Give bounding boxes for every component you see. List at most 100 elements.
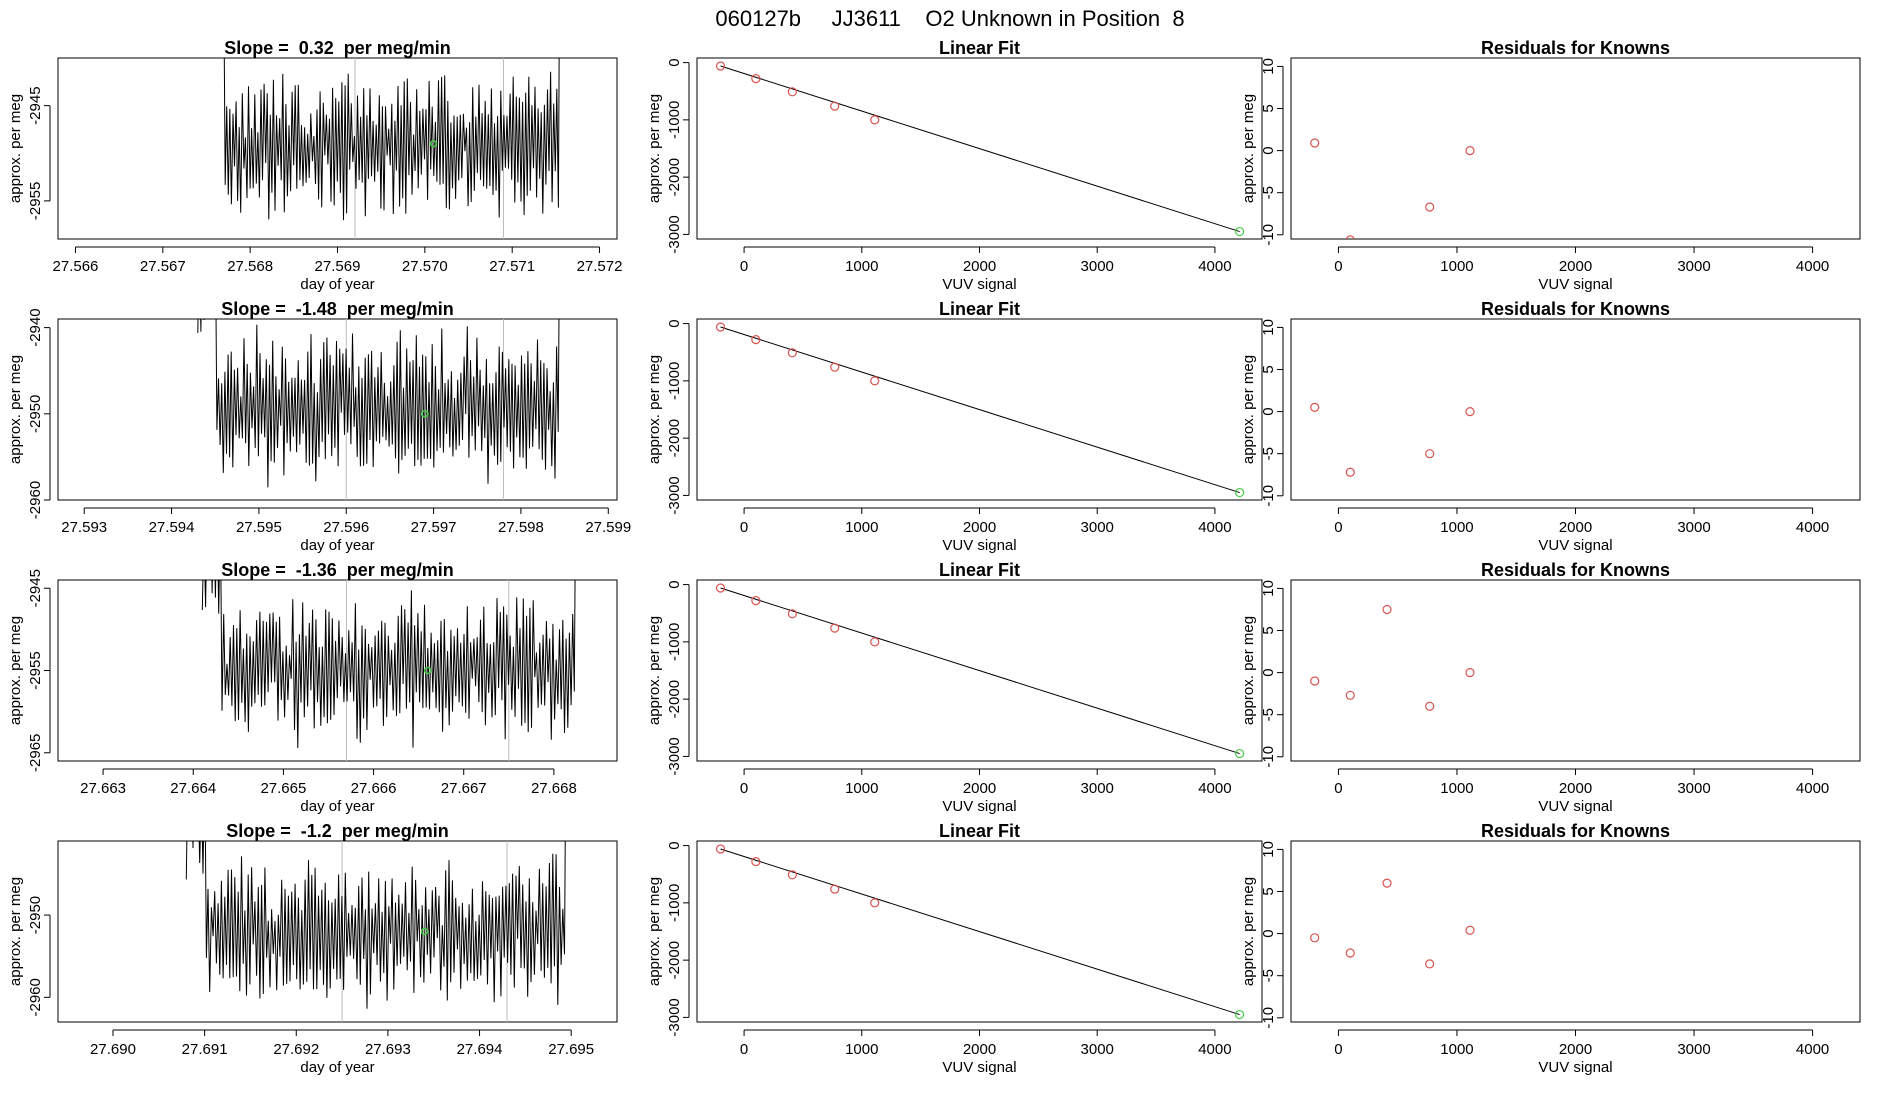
y-tick-label: 0: [666, 841, 683, 849]
x-axis-label: day of year: [300, 276, 374, 293]
unknown-point: [429, 139, 438, 148]
data-point: [1382, 604, 1392, 615]
plot-area: [715, 322, 1245, 498]
y-tick-label: -1000: [666, 362, 683, 400]
data-point: [1425, 202, 1435, 212]
x-tick-label: 3000: [1677, 519, 1710, 536]
x-axis-label: VUV signal: [942, 798, 1016, 815]
fit-line: [720, 326, 1240, 494]
plot-frame: [57, 840, 618, 1023]
data-point: [870, 376, 880, 386]
x-tick-label: 3000: [1677, 780, 1710, 797]
panel-r3c3: Residuals for Knowns 0 1000 2000 3000 4000 VUV…: [1240, 560, 1861, 815]
plot-frame: [696, 57, 1263, 240]
y-tick-label: -2945: [27, 569, 44, 607]
x-tick-label: 3000: [1081, 519, 1114, 536]
signal-trace: [201, 580, 576, 749]
plot-frame: [57, 579, 618, 762]
plot-area: [197, 319, 560, 500]
figure-title: 060127b JJ3611 O2 Unknown in Position 8: [715, 6, 1184, 31]
x-axis-label: day of year: [300, 537, 374, 554]
y-tick-label: -2000: [666, 941, 683, 979]
x-tick-label: 27.594: [149, 519, 195, 536]
data-point: [1465, 407, 1475, 417]
signal-trace: [197, 319, 560, 488]
panel-r1c3: Residuals for Knowns 0 1000 2000 3000 4000 VUV…: [1240, 38, 1861, 293]
panel-r1c1: Slope = 0.32 per meg/min 27.566 27.567 27.5…: [7, 38, 622, 293]
x-tick-label: 0: [740, 519, 748, 536]
panel-title: Linear Fit: [939, 38, 1020, 58]
x-axis-label: VUV signal: [1538, 276, 1612, 293]
y-tick-label: 0: [666, 580, 683, 588]
x-tick-label: 1000: [845, 258, 878, 275]
panel-r1c2: Linear Fit 0 1000 2000 3000 4000 VUV signal 0 -1…: [646, 38, 1263, 293]
data-point: [870, 898, 880, 908]
panel-r4c2: Linear Fit 0 1000 2000 3000 4000 VUV signal 0 -1…: [646, 821, 1263, 1076]
x-axis-label: VUV signal: [1538, 798, 1612, 815]
data-point: [751, 857, 761, 867]
plot-frame: [696, 318, 1263, 501]
x-tick-label: 27.690: [90, 1041, 136, 1058]
plot-frame: [1290, 579, 1861, 762]
plot-area: [1310, 878, 1475, 969]
y-tick-label: -1000: [666, 101, 683, 139]
plot-frame: [1290, 840, 1861, 1023]
y-tick-label: -10: [1260, 224, 1277, 246]
y-tick-label: 0: [1260, 146, 1277, 154]
y-tick-label: 0: [1260, 929, 1277, 937]
x-tick-label: 27.691: [182, 1041, 228, 1058]
x-tick-label: 27.599: [585, 519, 631, 536]
y-axis-label: approx. per meg: [1240, 355, 1257, 464]
unknown-point: [421, 410, 429, 418]
data-point: [830, 884, 840, 894]
y-tick-label: 0: [1260, 407, 1277, 415]
y-tick-label: 0: [666, 319, 683, 327]
y-tick-label: -2960: [27, 481, 44, 519]
signal-trace: [185, 841, 566, 1009]
x-tick-label: 2000: [1559, 780, 1592, 797]
y-tick-label: -2000: [666, 419, 683, 457]
x-tick-label: 27.566: [53, 258, 99, 275]
y-axis-label: approx. per meg: [7, 877, 24, 986]
y-tick-label: 10: [1260, 58, 1277, 75]
x-tick-label: 1000: [845, 519, 878, 536]
panel-title: Residuals for Knowns: [1481, 38, 1670, 58]
panel-r4c1: Slope = -1.2 per meg/min 27.690 27.691 27.6…: [7, 821, 618, 1076]
y-tick-label: -2000: [666, 158, 683, 196]
x-tick-label: 27.596: [323, 519, 369, 536]
data-point: [830, 101, 840, 111]
x-tick-label: 27.695: [548, 1041, 594, 1058]
y-tick-label: 0: [1260, 668, 1277, 676]
plot-area: [1310, 402, 1475, 477]
x-tick-label: 2000: [1559, 1041, 1592, 1058]
x-tick-label: 0: [740, 780, 748, 797]
panel-r2c1: Slope = -1.48 per meg/min 27.593 27.594 27.…: [7, 299, 631, 554]
x-tick-label: 4000: [1796, 258, 1829, 275]
x-tick-label: 27.571: [489, 258, 535, 275]
x-tick-label: 27.593: [61, 519, 107, 536]
x-tick-label: 1000: [1440, 258, 1473, 275]
data-point: [1465, 925, 1475, 935]
y-tick-label: -2940: [27, 308, 44, 346]
x-axis-label: day of year: [300, 1059, 374, 1076]
x-tick-label: 27.668: [531, 780, 577, 797]
unknown-point: [1235, 226, 1245, 237]
plot-frame: [696, 579, 1263, 762]
x-tick-label: 0: [1334, 1041, 1342, 1058]
x-tick-label: 27.667: [441, 780, 487, 797]
x-tick-label: 4000: [1796, 780, 1829, 797]
y-tick-label: -10: [1260, 1007, 1277, 1029]
plot-frame: [57, 318, 618, 501]
y-tick-label: -2945: [27, 86, 44, 124]
x-tick-label: 2000: [963, 780, 996, 797]
data-point: [751, 596, 761, 606]
panel-r2c3: Residuals for Knowns 0 1000 2000 3000 4000 VUV…: [1240, 299, 1861, 554]
y-tick-label: -2965: [27, 734, 44, 772]
y-axis-label: approx. per meg: [7, 616, 24, 725]
x-tick-label: 27.595: [236, 519, 282, 536]
data-point: [830, 623, 840, 633]
x-tick-label: 1000: [845, 1041, 878, 1058]
data-point: [1310, 933, 1320, 943]
x-tick-label: 1000: [1440, 780, 1473, 797]
y-tick-label: -5: [1260, 969, 1277, 982]
